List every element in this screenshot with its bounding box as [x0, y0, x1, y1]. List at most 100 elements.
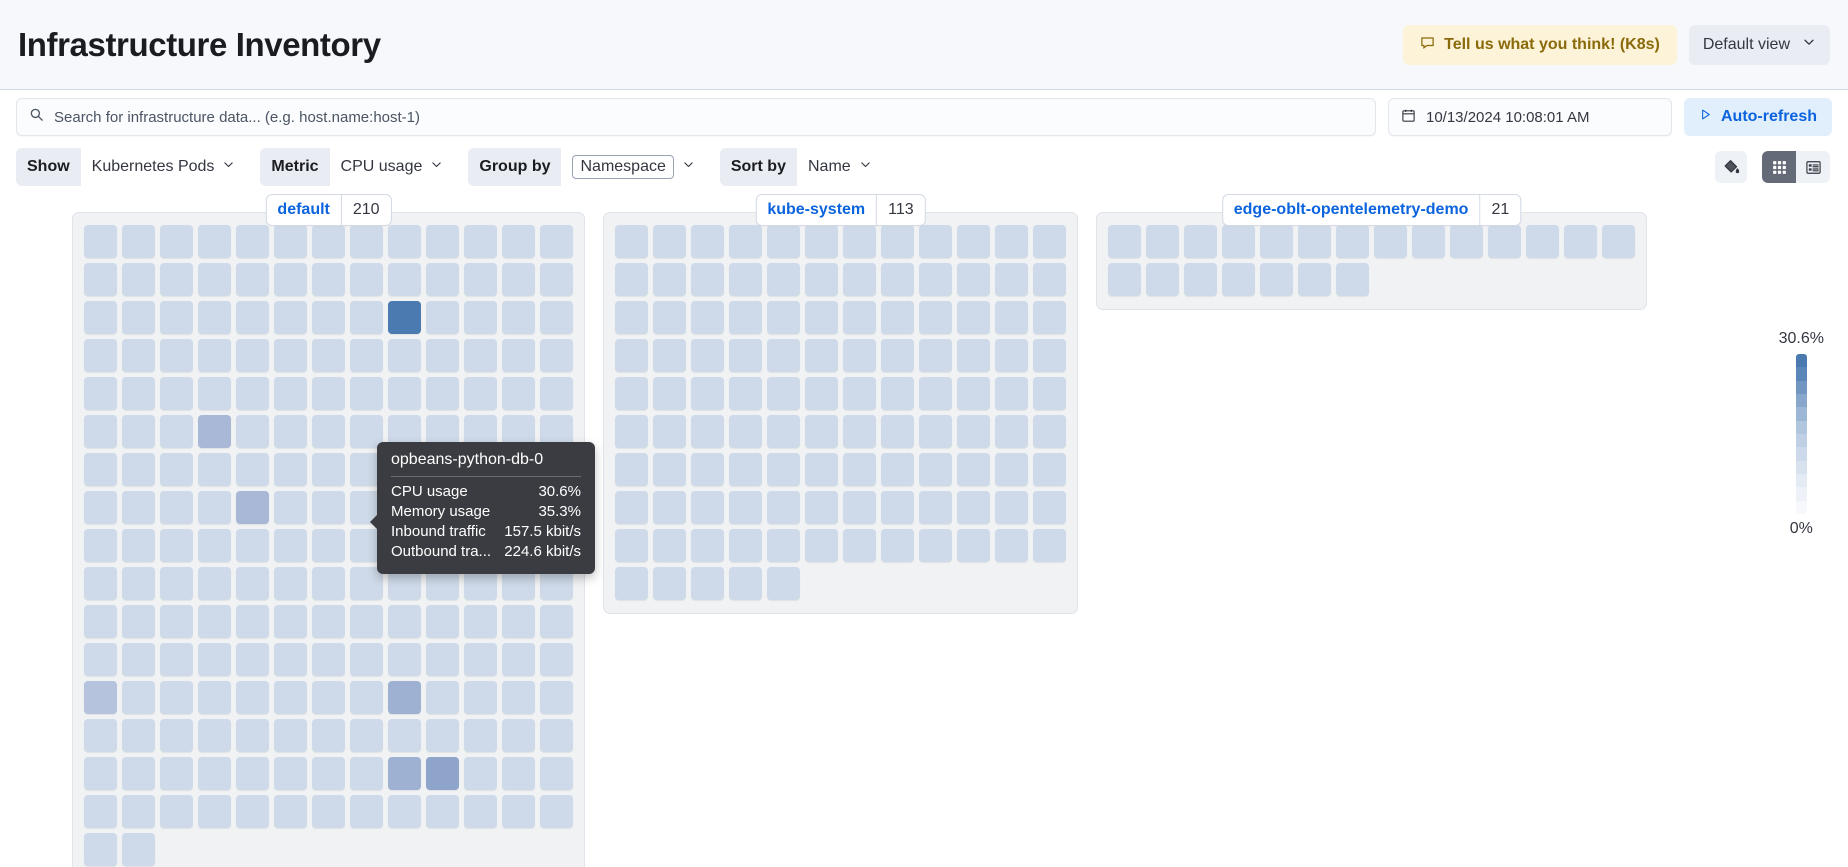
waffle-cell[interactable]	[843, 263, 876, 296]
waffle-cell[interactable]	[881, 225, 914, 258]
waffle-cell[interactable]	[160, 795, 193, 828]
waffle-cell[interactable]	[1033, 339, 1066, 372]
waffle-cell[interactable]	[653, 491, 686, 524]
waffle-cell[interactable]	[274, 453, 307, 486]
waffle-cell[interactable]	[1450, 225, 1483, 258]
waffle-cell[interactable]	[767, 491, 800, 524]
waffle-cell[interactable]	[540, 339, 573, 372]
waffle-cell[interactable]	[691, 567, 724, 600]
waffle-cell[interactable]	[388, 681, 421, 714]
waffle-cell[interactable]	[160, 377, 193, 410]
waffle-cell[interactable]	[312, 453, 345, 486]
waffle-cell[interactable]	[84, 567, 117, 600]
filter-group-by-value[interactable]: Namespace	[561, 148, 706, 186]
waffle-cell[interactable]	[615, 339, 648, 372]
waffle-cell[interactable]	[198, 301, 231, 334]
waffle-cell[interactable]	[198, 225, 231, 258]
waffle-cell[interactable]	[881, 415, 914, 448]
waffle-cell[interactable]	[236, 263, 269, 296]
waffle-cell[interactable]	[198, 377, 231, 410]
waffle-cell[interactable]	[122, 529, 155, 562]
waffle-cell[interactable]	[919, 339, 952, 372]
waffle-cell[interactable]	[350, 605, 383, 638]
waffle-cell[interactable]	[502, 757, 535, 790]
waffle-cell[interactable]	[615, 415, 648, 448]
waffle-cell[interactable]	[350, 681, 383, 714]
waffle-cell[interactable]	[691, 263, 724, 296]
waffle-cell[interactable]	[426, 301, 459, 334]
waffle-cell[interactable]	[502, 643, 535, 676]
waffle-cell[interactable]	[995, 301, 1028, 334]
waffle-cell[interactable]	[84, 453, 117, 486]
waffle-cell[interactable]	[540, 377, 573, 410]
waffle-cell[interactable]	[350, 301, 383, 334]
waffle-cell[interactable]	[691, 415, 724, 448]
waffle-cell[interactable]	[122, 719, 155, 752]
waffle-cell[interactable]	[350, 795, 383, 828]
waffle-cell[interactable]	[122, 301, 155, 334]
waffle-cell[interactable]	[236, 377, 269, 410]
waffle-cell[interactable]	[122, 453, 155, 486]
waffle-cell[interactable]	[274, 263, 307, 296]
waffle-cell[interactable]	[198, 795, 231, 828]
waffle-cell[interactable]	[1033, 491, 1066, 524]
waffle-cell[interactable]	[1033, 453, 1066, 486]
waffle-cell[interactable]	[957, 225, 990, 258]
color-fill-icon[interactable]	[1715, 151, 1747, 183]
waffle-cell[interactable]	[843, 415, 876, 448]
waffle-cell[interactable]	[122, 567, 155, 600]
waffle-cell[interactable]	[84, 795, 117, 828]
waffle-cell[interactable]	[653, 529, 686, 562]
waffle-cell[interactable]	[426, 643, 459, 676]
waffle-cell[interactable]	[1260, 225, 1293, 258]
waffle-cell[interactable]	[160, 529, 193, 562]
waffle-cell[interactable]	[160, 453, 193, 486]
waffle-cell[interactable]	[957, 529, 990, 562]
waffle-cell[interactable]	[502, 301, 535, 334]
waffle-cell[interactable]	[350, 567, 383, 600]
waffle-cell[interactable]	[274, 643, 307, 676]
waffle-cell[interactable]	[995, 453, 1028, 486]
waffle-cell[interactable]	[540, 681, 573, 714]
waffle-cell[interactable]	[160, 681, 193, 714]
waffle-cell[interactable]	[312, 491, 345, 524]
waffle-cell[interactable]	[995, 529, 1028, 562]
waffle-cell[interactable]	[426, 681, 459, 714]
waffle-cell[interactable]	[919, 453, 952, 486]
waffle-cell[interactable]	[122, 263, 155, 296]
waffle-cell[interactable]	[767, 529, 800, 562]
waffle-cell[interactable]	[464, 757, 497, 790]
waffle-cell[interactable]	[957, 415, 990, 448]
waffle-cell[interactable]	[729, 453, 762, 486]
waffle-cell[interactable]	[236, 643, 269, 676]
waffle-cell[interactable]	[312, 415, 345, 448]
waffle-cell[interactable]	[843, 453, 876, 486]
waffle-cell[interactable]	[160, 301, 193, 334]
waffle-cell[interactable]	[464, 225, 497, 258]
waffle-cell[interactable]	[805, 263, 838, 296]
waffle-cell[interactable]	[995, 263, 1028, 296]
waffle-cell[interactable]	[615, 491, 648, 524]
waffle-cell[interactable]	[919, 263, 952, 296]
waffle-cell[interactable]	[502, 605, 535, 638]
auto-refresh-button[interactable]: Auto-refresh	[1683, 98, 1832, 136]
waffle-cell[interactable]	[198, 453, 231, 486]
waffle-cell[interactable]	[1108, 225, 1141, 258]
waffle-cell[interactable]	[653, 453, 686, 486]
waffle-cell[interactable]	[615, 263, 648, 296]
waffle-cell[interactable]	[691, 453, 724, 486]
waffle-cell[interactable]	[388, 719, 421, 752]
waffle-cell[interactable]	[160, 605, 193, 638]
waffle-cell[interactable]	[464, 719, 497, 752]
waffle-cell[interactable]	[1033, 377, 1066, 410]
waffle-cell[interactable]	[615, 453, 648, 486]
waffle-cell[interactable]	[84, 681, 117, 714]
waffle-cell[interactable]	[84, 833, 117, 866]
waffle-cell[interactable]	[160, 567, 193, 600]
waffle-cell[interactable]	[729, 415, 762, 448]
group-badge[interactable]: kube-system 113	[755, 194, 926, 226]
waffle-cell[interactable]	[388, 377, 421, 410]
waffle-cell[interactable]	[843, 225, 876, 258]
waffle-cell[interactable]	[805, 301, 838, 334]
waffle-cell[interactable]	[995, 415, 1028, 448]
